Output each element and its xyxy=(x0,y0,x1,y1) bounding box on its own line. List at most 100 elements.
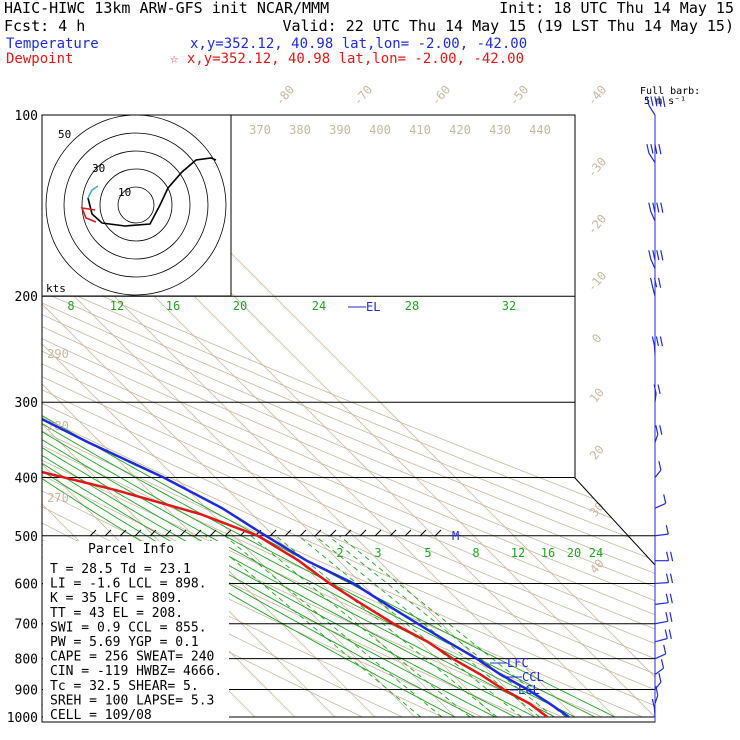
isotherm-label: 0 xyxy=(589,331,604,346)
hodograph-units: kts xyxy=(46,282,66,295)
wind-barb xyxy=(654,686,659,704)
svg-text:CCL: CCL xyxy=(522,670,544,684)
level-tick xyxy=(179,529,187,537)
m-marker: M xyxy=(452,529,459,543)
dry-adiabat-line xyxy=(42,115,655,718)
mixing-ratio-label: 28 xyxy=(405,299,419,313)
dry-adiabat-line xyxy=(42,115,655,718)
wind-barb xyxy=(654,629,672,643)
wind-barb xyxy=(654,460,662,478)
level-tick xyxy=(149,529,157,537)
theta-label: 420 xyxy=(449,123,471,137)
pressure-label-800: 800 xyxy=(15,653,38,668)
isotherm-line xyxy=(42,115,456,718)
wind-barb xyxy=(654,494,667,509)
mixing-ratio-label: 5 xyxy=(424,546,431,560)
mixing-ratio-label: 24 xyxy=(312,299,326,313)
theta-label: 410 xyxy=(409,123,431,137)
theta-label: 370 xyxy=(249,123,271,137)
parcel-info-row: Tc = 32.5 SHEAR= 5. xyxy=(50,679,199,694)
isotherm-line xyxy=(42,115,496,718)
mixing-ratio-line xyxy=(327,535,555,718)
isotherm-label: -20 xyxy=(585,212,610,238)
wind-barb xyxy=(654,425,663,443)
dry-adiabat-line xyxy=(42,115,655,718)
level-tick xyxy=(224,529,232,537)
parcel-info-row: PW = 5.69 YGP = 0.1 xyxy=(50,635,199,650)
mixing-ratio-label: 12 xyxy=(110,299,124,313)
temperature-legend: Temperature xyxy=(6,36,99,52)
level-tick xyxy=(164,529,172,537)
parcel-info-row: CELL = 109/08 xyxy=(50,708,152,723)
hodograph-low-level xyxy=(80,206,97,223)
pressure-label-300: 300 xyxy=(15,396,38,411)
hodograph-mid-level xyxy=(87,185,99,199)
theta-label: 390 xyxy=(329,123,351,137)
theta-label: 430 xyxy=(489,123,511,137)
level-tick xyxy=(269,529,277,537)
level-tick xyxy=(434,529,442,537)
isotherm-label: -50 xyxy=(507,83,532,109)
dry-adiabat-line xyxy=(42,115,655,718)
hodograph-ring-10: 10 xyxy=(118,186,131,199)
wind-barb xyxy=(654,593,673,605)
temperature-location: x,y=352.12, 40.98 lat,lon= -2.00, -42.00 xyxy=(190,36,527,52)
barb-legend-units: 5 m s⁻¹ xyxy=(644,96,686,107)
theta-label: 380 xyxy=(289,123,311,137)
isotherm-line xyxy=(42,115,536,718)
pressure-label-200: 200 xyxy=(15,290,38,305)
header-init: Init: 18 UTC Thu 14 May 15 xyxy=(499,0,734,17)
theta-label: 290 xyxy=(47,347,69,361)
pressure-label-400: 400 xyxy=(15,471,38,486)
wind-barb xyxy=(648,250,664,269)
isotherm-label: 10 xyxy=(587,385,607,405)
mixing-ratio-line xyxy=(224,535,443,718)
el-marker: EL xyxy=(348,300,380,314)
parcel-info-row: TT = 43 EL = 208. xyxy=(50,606,183,621)
hodograph-ring xyxy=(81,150,191,260)
theta-label: 270 xyxy=(47,491,69,505)
level-tick xyxy=(404,529,412,537)
wind-barb xyxy=(654,551,674,562)
barb-legend-title: Full barb: xyxy=(640,86,700,97)
isotherm-label: -10 xyxy=(585,269,610,295)
mixing-ratio-label: 8 xyxy=(472,546,479,560)
pressure-label-600: 600 xyxy=(15,577,38,592)
level-tick xyxy=(209,529,217,537)
dry-adiabat-line xyxy=(42,115,655,718)
pressure-label-100: 100 xyxy=(15,109,38,124)
level-tick xyxy=(329,529,337,537)
level-tick xyxy=(119,529,127,537)
dry-adiabat-line xyxy=(42,115,655,718)
svg-text:LFC: LFC xyxy=(507,656,529,670)
isotherm-label: -70 xyxy=(351,83,376,109)
pressure-label-1000: 1000 xyxy=(7,711,38,726)
mixing-ratio-label: 2 xyxy=(336,546,343,560)
mixing-ratio-label: 16 xyxy=(541,546,555,560)
isotherm-line xyxy=(0,115,15,717)
level-tick xyxy=(314,529,322,537)
parcel-info-row: T = 28.5 Td = 23.1 xyxy=(50,562,191,577)
wind-barb xyxy=(654,612,673,625)
level-tick xyxy=(104,529,112,537)
level-tick xyxy=(419,529,427,537)
isotherm-label: 20 xyxy=(587,442,607,462)
wind-barb xyxy=(648,202,664,222)
dewpoint-location: ☆ x,y=352.12, 40.98 lat,lon= -2.00, -42.… xyxy=(170,51,524,67)
mixing-ratio-label: 16 xyxy=(166,299,180,313)
lfc-marker: LFC xyxy=(490,656,529,670)
level-tick xyxy=(344,529,352,537)
wind-barb xyxy=(646,96,666,116)
level-tick xyxy=(194,529,202,537)
hodograph: kts 10 30 50 xyxy=(41,114,232,297)
header-model: HAIC-HIWC 13km ARW-GFS init NCAR/MMM xyxy=(4,0,329,17)
mixing-ratio-label: 24 xyxy=(589,546,603,560)
isotherm-label: -40 xyxy=(585,83,610,109)
isotherm-label: -30 xyxy=(585,155,610,181)
wind-barb xyxy=(654,659,665,675)
wind-barb xyxy=(654,573,674,585)
mixing-ratio-label: 20 xyxy=(233,299,247,313)
level-tick xyxy=(389,529,397,537)
hodograph-ring-30: 30 xyxy=(92,162,105,175)
